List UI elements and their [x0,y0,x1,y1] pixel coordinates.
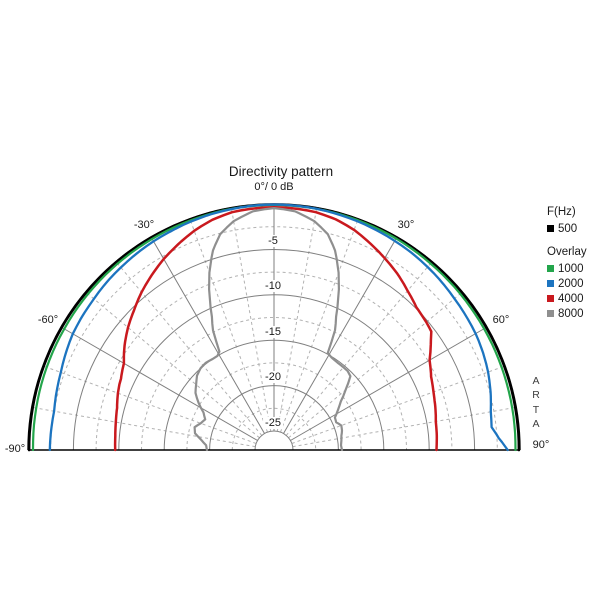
db-tick-label: -10 [263,280,283,293]
legend-label-500: 500 [558,222,578,235]
grid-radial-dashed [292,406,517,448]
legend-item-4000: 4000 [547,291,587,306]
arta-watermark: A R T A [529,374,543,431]
legend-item-8000: 8000 [547,306,587,321]
grid-radial-dashed [276,207,318,432]
grid-radial-dashed [31,406,256,448]
watermark-letter: A [532,375,540,387]
legend-item-1000: 1000 [547,261,587,276]
angle-label: -60° [36,314,60,326]
grid-radial-dashed [230,207,272,432]
angle-label: -30° [132,219,156,231]
legend-label-2000: 2000 [558,277,584,290]
legend-label-1000: 1000 [558,262,584,275]
angle-label: 90° [531,439,551,451]
legend-freq-heading: F(Hz) [547,206,576,218]
db-tick-label: -25 [263,416,283,429]
grid-radial-dashed [280,218,359,433]
grid-circle-dashed [95,271,453,451]
grid-radial-dashed [42,365,257,444]
angle-label: -90° [3,443,27,455]
grid-radial-solid [290,326,488,441]
grid-radial-dashed [189,218,268,433]
grid-radial-dashed [115,261,263,436]
db-tick-label: -15 [263,325,283,338]
grid-circle-solid [254,430,294,451]
legend-item-2000: 2000 [547,276,587,291]
grid-radial-dashed [285,261,433,436]
watermark-letter: T [532,403,540,416]
grid-radial-solid [283,236,398,434]
legend-swatch-1000 [547,265,554,272]
angle-label: 30° [396,219,416,231]
db-tick-label: -5 [266,234,280,247]
grid-radial-solid [150,236,265,434]
watermark-letter: R [532,389,540,402]
legend-label-8000: 8000 [558,307,584,320]
curve-8000hz [193,207,352,452]
chart-title: Directivity pattern [228,164,334,179]
watermark-letter: A [532,417,540,430]
legend: F(Hz) 500 Overlay 1000 2000 4000 8000 [547,205,587,321]
grid-circle-dashed [231,407,317,451]
legend-swatch-4000 [547,295,554,302]
grid-radial-dashed [288,291,463,439]
legend-swatch-500 [547,225,554,232]
grid-radial-solid [60,326,258,441]
legend-item-500: 500 [547,221,587,236]
legend-overlay-heading: Overlay [547,246,587,258]
curve-2000hz [48,203,509,452]
angle-label: 60° [491,314,511,326]
apex-label: 0°/ 0 dB [253,181,295,193]
legend-swatch-8000 [547,310,554,317]
legend-swatch-2000 [547,280,554,287]
legend-label-4000: 4000 [558,292,584,305]
grid-radial-dashed [85,291,260,439]
grid-radial-dashed [291,365,506,444]
db-tick-label: -20 [263,371,283,384]
